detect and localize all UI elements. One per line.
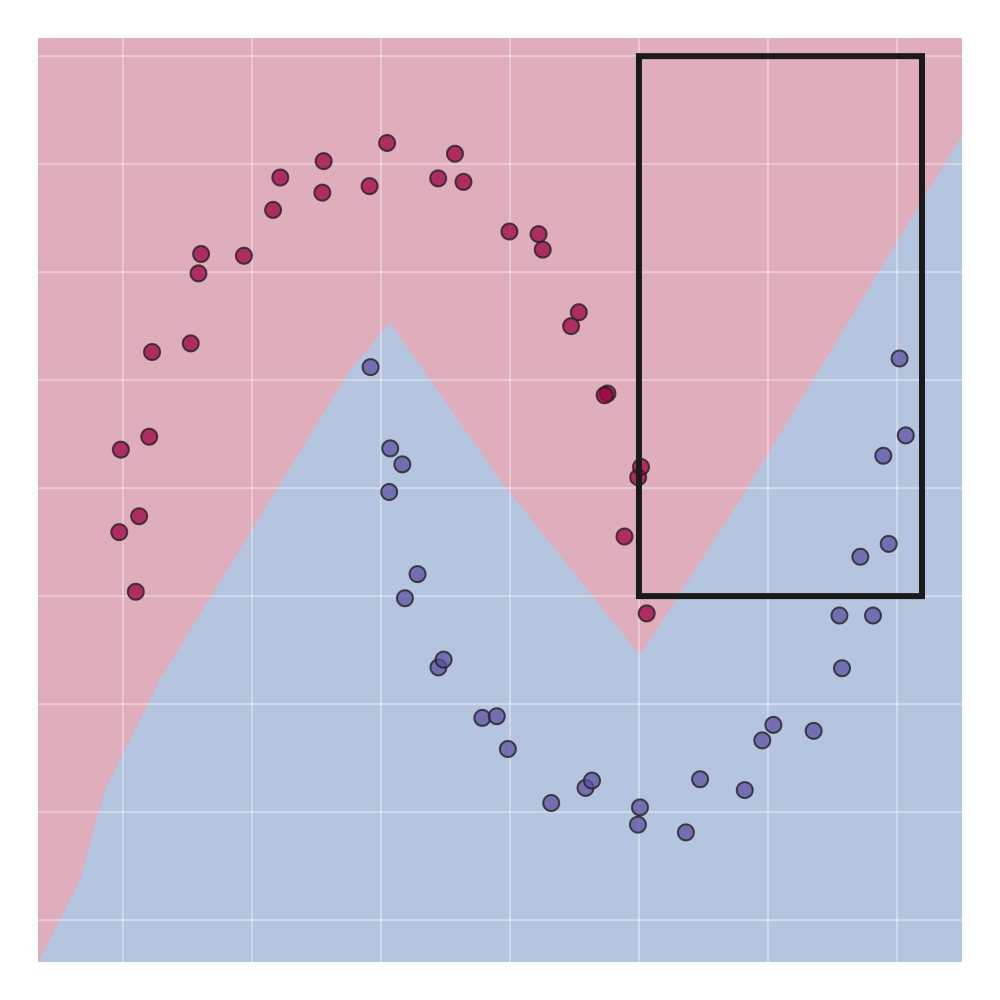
data-point [445, 144, 464, 163]
data-point [395, 589, 414, 608]
data-point [393, 455, 412, 474]
data-point [863, 606, 882, 625]
data-point [314, 152, 333, 171]
data-point [833, 659, 852, 678]
data-point [804, 721, 823, 740]
data-point [874, 446, 893, 465]
data-point [630, 798, 649, 817]
data-point [533, 240, 552, 259]
data-point [454, 172, 473, 191]
data-point [111, 440, 130, 459]
data-point [429, 169, 448, 188]
data-point [381, 439, 400, 458]
data-point [487, 707, 506, 726]
data-point [181, 334, 200, 353]
data-point [890, 349, 909, 368]
data-point [408, 565, 427, 584]
data-point [628, 815, 647, 834]
data-point [434, 650, 453, 669]
data-point [189, 264, 208, 283]
data-point [271, 168, 290, 187]
data-point [380, 483, 399, 502]
data-point [473, 708, 492, 727]
data-point [130, 507, 149, 526]
highlight-box [635, 53, 926, 600]
data-point [615, 527, 634, 546]
data-point [234, 246, 253, 265]
data-point [879, 534, 898, 553]
data-point [143, 343, 162, 362]
data-point [582, 771, 601, 790]
data-point [192, 244, 211, 263]
data-point [378, 133, 397, 152]
data-point [126, 582, 145, 601]
data-point [896, 426, 915, 445]
data-point [569, 303, 588, 322]
data-point [529, 225, 548, 244]
data-point [110, 523, 129, 542]
data-point [735, 781, 754, 800]
data-point [676, 823, 695, 842]
decision-region [38, 135, 962, 962]
data-point [595, 386, 614, 405]
data-point [360, 177, 379, 196]
data-point [764, 715, 783, 734]
data-point [542, 794, 561, 813]
data-point [140, 427, 159, 446]
data-point [313, 183, 332, 202]
data-point [500, 222, 519, 241]
data-point [830, 606, 849, 625]
data-point [498, 740, 517, 759]
data-point [851, 547, 870, 566]
data-point [361, 358, 380, 377]
data-point [637, 604, 656, 623]
data-point [264, 200, 283, 219]
data-point [753, 731, 772, 750]
data-point [562, 317, 581, 336]
data-point [691, 770, 710, 789]
